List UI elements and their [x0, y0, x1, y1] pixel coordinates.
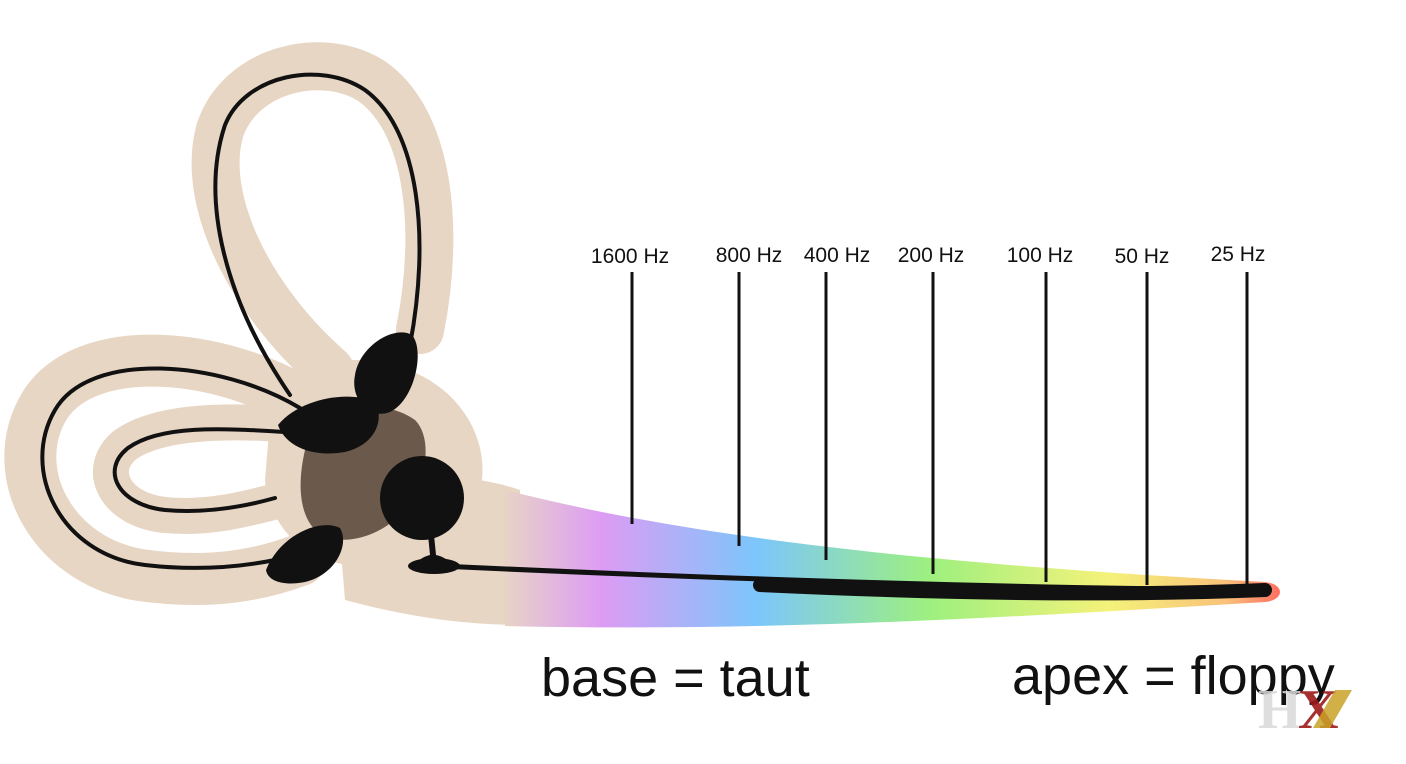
hx-logo-accent	[1313, 690, 1352, 728]
posterior-canal-line	[112, 427, 287, 513]
semicircular-canals	[4, 42, 454, 605]
freq-label-50: 50 Hz	[1115, 245, 1170, 268]
canal-outlines	[40, 72, 422, 570]
apex-label: apex = floppy	[1012, 646, 1335, 706]
ampulla-lateral	[278, 396, 379, 454]
freq-label-25: 25 Hz	[1211, 243, 1266, 266]
freq-label-200: 200 Hz	[898, 244, 965, 267]
basilar-membrane-spectrum	[505, 490, 1280, 628]
ampullae	[266, 332, 464, 584]
frequency-labels: 1600 Hz 800 Hz 400 Hz 200 Hz 100 Hz 50 H…	[591, 243, 1266, 268]
ampulla-posterior	[266, 525, 344, 584]
freq-label-1600: 1600 Hz	[591, 245, 669, 268]
frequency-marker-lines	[630, 272, 1249, 587]
freq-label-800: 800 Hz	[716, 244, 783, 267]
hx-logo: H X	[1258, 679, 1352, 741]
freq-label-400: 400 Hz	[804, 244, 871, 267]
ampulla-superior	[354, 332, 418, 414]
cochlear-duct-apex	[753, 578, 1272, 601]
lateral-canal-tissue	[4, 334, 346, 605]
svg-text:H: H	[1258, 679, 1302, 741]
base-label: base = taut	[541, 648, 810, 708]
superior-canal-tissue	[191, 42, 454, 394]
lateral-canal-line	[40, 366, 302, 570]
posterior-canal-tissue	[92, 404, 318, 534]
freq-label-100: 100 Hz	[1007, 244, 1074, 267]
superior-canal-line	[213, 72, 422, 397]
oval-window	[380, 456, 464, 540]
round-window	[408, 558, 460, 574]
